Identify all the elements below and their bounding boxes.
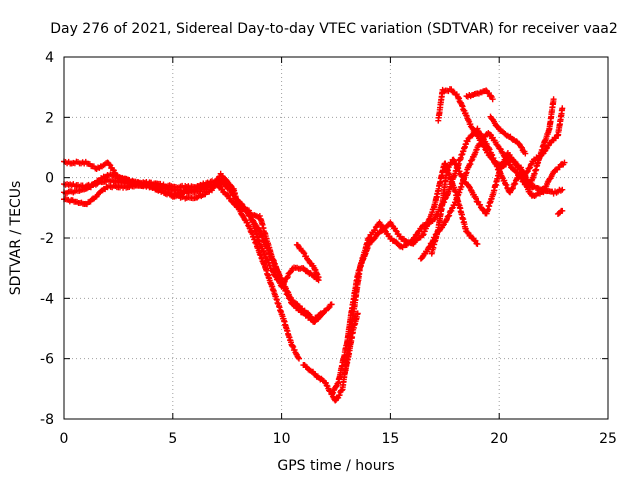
data-point bbox=[323, 382, 330, 389]
data-point bbox=[338, 387, 345, 394]
data-point bbox=[284, 291, 291, 298]
data-point bbox=[526, 165, 533, 172]
series-14 bbox=[554, 207, 566, 217]
series-13 bbox=[487, 113, 529, 157]
data-point bbox=[482, 146, 489, 153]
chart-title: Day 276 of 2021, Sidereal Day-to-day VTE… bbox=[50, 21, 618, 37]
data-point bbox=[503, 182, 510, 189]
series-4 bbox=[61, 176, 322, 290]
y-tick-label: -2 bbox=[40, 231, 54, 247]
data-point bbox=[296, 355, 303, 362]
x-tick-label: 10 bbox=[273, 431, 291, 447]
data-point bbox=[286, 295, 293, 302]
data-point bbox=[325, 305, 332, 312]
y-tick-label: -6 bbox=[40, 352, 54, 368]
data-point bbox=[106, 161, 113, 168]
data-point bbox=[474, 241, 481, 248]
data-point bbox=[446, 212, 453, 219]
data-point bbox=[336, 392, 343, 399]
data-point bbox=[509, 185, 516, 192]
data-point bbox=[291, 302, 298, 309]
series-6 bbox=[300, 160, 481, 404]
plot-frame bbox=[63, 56, 609, 420]
data-point bbox=[371, 227, 378, 234]
data-point bbox=[287, 296, 294, 303]
data-point bbox=[509, 184, 516, 191]
x-tick-label: 20 bbox=[490, 431, 508, 447]
data-point bbox=[522, 150, 529, 157]
series-12 bbox=[463, 87, 496, 103]
data-point bbox=[513, 168, 520, 175]
y-tick-label: -8 bbox=[40, 412, 54, 428]
data-point bbox=[472, 237, 479, 244]
data-point bbox=[512, 180, 519, 187]
data-point bbox=[543, 145, 550, 152]
data-point bbox=[300, 249, 307, 256]
data-point bbox=[464, 229, 471, 236]
data-point bbox=[466, 183, 473, 190]
x-axis-label: GPS time / hours bbox=[277, 458, 394, 474]
ticks: 0 5 10 15 20 25 -8 -6 -4 -2 0 2 4 bbox=[40, 50, 617, 447]
data-point bbox=[392, 227, 399, 234]
data-point bbox=[270, 268, 277, 275]
data-point bbox=[460, 176, 467, 183]
series-3 bbox=[61, 177, 303, 362]
data-point bbox=[449, 205, 456, 212]
data-point bbox=[411, 234, 418, 241]
data-point bbox=[472, 195, 479, 202]
data-point bbox=[501, 177, 508, 184]
data-point bbox=[499, 149, 506, 156]
data-point bbox=[289, 342, 296, 349]
data-point bbox=[381, 227, 388, 234]
data-point bbox=[523, 169, 530, 176]
data-point bbox=[282, 287, 289, 294]
data-point bbox=[559, 207, 566, 214]
data-point bbox=[393, 239, 400, 246]
series-5 bbox=[293, 241, 322, 281]
data-point bbox=[559, 105, 566, 112]
data-point bbox=[377, 221, 384, 228]
data-point bbox=[284, 275, 291, 282]
data-point bbox=[290, 301, 297, 308]
data-point bbox=[328, 301, 335, 308]
y-tick-label: 4 bbox=[45, 50, 54, 66]
y-tick-label: 0 bbox=[45, 171, 54, 187]
series-8 bbox=[341, 310, 361, 377]
x-tick-label: 15 bbox=[381, 431, 399, 447]
data-point bbox=[284, 273, 291, 280]
grid bbox=[64, 57, 608, 419]
series-11 bbox=[435, 86, 557, 191]
x-tick-label: 0 bbox=[60, 431, 69, 447]
data-point bbox=[223, 177, 230, 184]
data-point bbox=[224, 191, 231, 198]
x-tick-label: 25 bbox=[599, 431, 617, 447]
data-point bbox=[464, 138, 471, 145]
data-point bbox=[561, 159, 568, 166]
data-point bbox=[550, 96, 557, 103]
y-axis-label: SDTVAR / TECUs bbox=[8, 181, 24, 296]
data-point bbox=[511, 158, 518, 165]
data-points bbox=[61, 86, 568, 404]
data-point bbox=[477, 137, 484, 144]
data-point bbox=[354, 310, 361, 317]
data-point bbox=[295, 354, 302, 361]
y-tick-label: 2 bbox=[45, 110, 54, 126]
data-point bbox=[559, 186, 566, 193]
y-tick-label: -4 bbox=[40, 291, 54, 307]
data-point bbox=[315, 274, 322, 281]
data-point bbox=[494, 142, 501, 149]
data-point bbox=[489, 96, 496, 103]
data-point bbox=[244, 219, 251, 226]
data-point bbox=[300, 309, 307, 316]
data-point bbox=[319, 311, 326, 318]
data-point bbox=[517, 143, 524, 150]
x-tick-label: 5 bbox=[168, 431, 177, 447]
